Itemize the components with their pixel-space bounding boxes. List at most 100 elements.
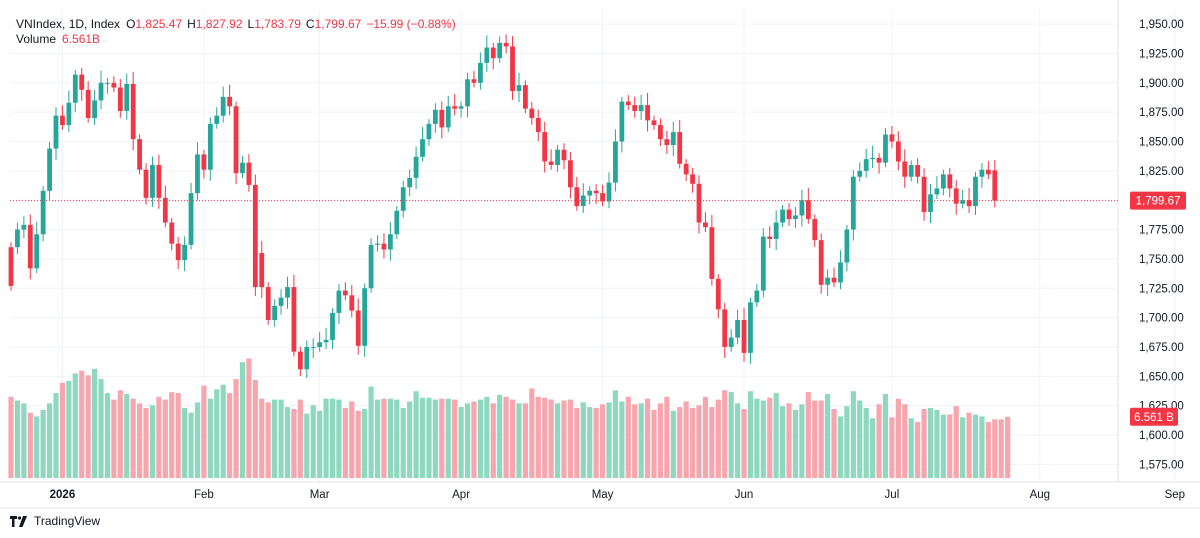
volume-bar [188, 412, 194, 478]
candle-body [330, 312, 335, 340]
low-value: 1,783.79 [254, 17, 301, 31]
candle-body [741, 319, 747, 353]
candle-body [870, 157, 876, 160]
volume-bar [638, 403, 644, 478]
high-key: H [187, 17, 196, 31]
candle-body [439, 109, 445, 128]
volume-bar [979, 416, 985, 478]
volume-bar [85, 375, 91, 478]
price-tick-label: 1,750.00 [1139, 254, 1184, 266]
volume-bar [529, 388, 535, 478]
volume-bar [91, 368, 98, 478]
candle-body [362, 288, 368, 346]
candle-body [625, 101, 631, 106]
candle-body [445, 106, 451, 128]
candle-body [593, 190, 599, 194]
candle-body [908, 164, 914, 177]
volume-bar [259, 398, 265, 478]
volume-bar [554, 403, 561, 478]
candle-body [60, 115, 65, 126]
candle-body [21, 224, 27, 230]
volume-bar [355, 410, 361, 478]
candle-body [207, 123, 213, 170]
price-tick-label: 1,600.00 [1139, 430, 1184, 442]
time-axis[interactable]: 2026FebMarAprMayJunJulAugSepOct [50, 489, 1200, 501]
volume-bar [831, 408, 837, 478]
volume-bar [908, 418, 914, 478]
volume-bar [754, 398, 760, 478]
candle-body [27, 224, 33, 269]
volume-bar [522, 403, 528, 478]
volume-bar [741, 408, 747, 478]
volume-bar [780, 406, 786, 478]
candle-body [220, 96, 226, 116]
candle-body [394, 210, 400, 235]
symbol-title[interactable]: VNIndex, 1D, Index [16, 17, 121, 31]
candle-body [658, 125, 663, 140]
volume-bar [902, 404, 908, 478]
volume-bar [368, 386, 374, 478]
volume-row: Volume 6.561B [16, 32, 461, 47]
candle-body [523, 85, 528, 109]
candle-body [47, 148, 52, 191]
time-tick-label: Aug [1030, 489, 1050, 501]
price-tick-label: 1,650.00 [1139, 371, 1184, 383]
volume-bar [825, 394, 831, 478]
candle-body [317, 342, 323, 347]
candle-body [670, 132, 676, 146]
brand-name: TradingView [34, 514, 101, 528]
candle-body [889, 134, 895, 142]
candle-body [760, 236, 766, 291]
volume-bar [889, 417, 895, 478]
volume-bar [471, 401, 477, 478]
price-tick-label: 1,875.00 [1139, 107, 1184, 119]
volume-label[interactable]: Volume [16, 32, 57, 46]
candle-body [278, 297, 284, 306]
candle-body [928, 194, 933, 212]
volume-bar [632, 404, 638, 478]
candle-body [773, 222, 779, 239]
volume-bar [246, 358, 252, 478]
volume-bar [953, 406, 959, 478]
candle-body [812, 218, 818, 241]
candle-body [72, 74, 78, 103]
change-value: −15.99 (−0.88%) [366, 17, 456, 31]
candle-body [182, 244, 188, 261]
candle-body [310, 346, 316, 348]
candle-body [426, 123, 432, 140]
volume-bar [72, 373, 78, 478]
candle-body [169, 222, 175, 244]
volume-tag-label: 6.561 B [1134, 412, 1174, 424]
candle-body [477, 62, 483, 83]
candle-body [915, 164, 921, 177]
candle-body [703, 222, 708, 228]
volume-bar [1005, 416, 1011, 478]
candle-body [780, 209, 785, 223]
candle-body [497, 42, 503, 59]
candle-body [985, 169, 991, 175]
candle-body [883, 134, 888, 163]
tradingview-attribution[interactable]: TradingView [10, 514, 100, 528]
volume-bar [734, 403, 741, 478]
volume-bar [342, 408, 348, 478]
time-tick-label: 2026 [50, 489, 76, 501]
volume-bar [201, 385, 207, 478]
price-tick-label: 1,575.00 [1139, 459, 1184, 471]
volume-bar [419, 397, 426, 478]
candle-body [130, 83, 136, 140]
candle-body [407, 177, 413, 188]
volume-bar [915, 422, 921, 478]
candle-body [471, 79, 477, 83]
candle-body [66, 102, 72, 126]
volume-bar [619, 401, 625, 478]
price-axis[interactable]: 1,575.001,600.001,625.001,650.001,675.00… [1139, 19, 1184, 471]
volume-bar [117, 390, 123, 478]
volume-bar [130, 398, 136, 478]
volume-bar [934, 409, 940, 478]
candle-body [767, 236, 773, 239]
volume-bar [349, 401, 355, 478]
volume-bar [985, 422, 991, 478]
candle-body [368, 244, 374, 289]
volume-bar [863, 408, 869, 478]
